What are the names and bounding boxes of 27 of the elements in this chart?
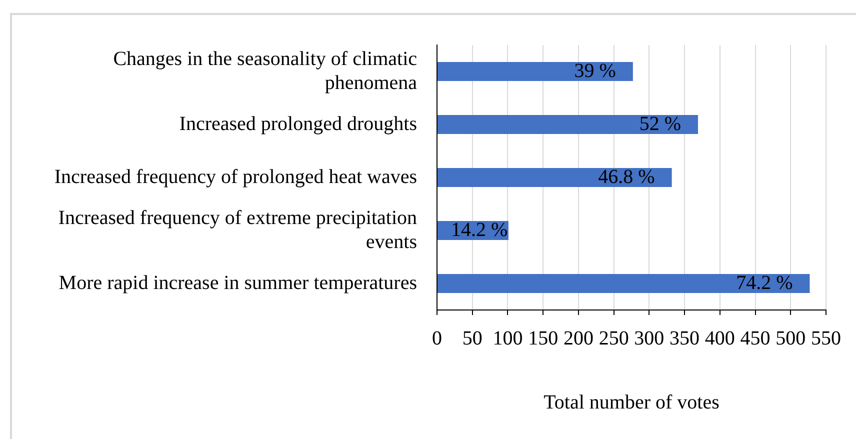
x-tick-label: 500 [776,327,806,350]
annotation: 46.8 % [598,166,655,188]
annotation: 52 % [639,112,681,135]
y-tick-label: Increased frequency of prolonged heat waves [54,166,418,188]
x-tick-label: 450 [740,327,770,350]
x-tick-label: 50 [462,327,482,350]
x-tick-label: 100 [492,327,523,350]
bar [438,62,633,82]
y-tick-label: Changes in the seasonality of climatic phenomena [113,48,418,94]
bar [438,168,672,188]
y-tick-label: Increased frequency of extreme precipitation events [58,206,418,253]
y-tick-label: Increased prolonged droughts [179,112,418,135]
bar [438,114,698,134]
x-tick-label: 300 [634,327,664,350]
x-axis-title: Total number of votes [544,391,720,414]
x-tick-label: 350 [670,327,700,350]
bar [438,274,810,294]
x-tick-label: 550 [811,327,841,350]
x-tick-label: 150 [528,327,558,350]
x-tick-label: 200 [563,327,594,350]
x-tick-label: 400 [704,327,735,350]
x-tick-label: 250 [598,327,629,350]
x-tick-label: 0 [432,327,442,350]
annotation: 39 % [574,60,616,82]
y-tick-label: More rapid increase in summer temperatures [58,272,418,294]
annotation: 74.2 % [736,272,793,294]
annotation: 14.2 % [451,218,508,241]
